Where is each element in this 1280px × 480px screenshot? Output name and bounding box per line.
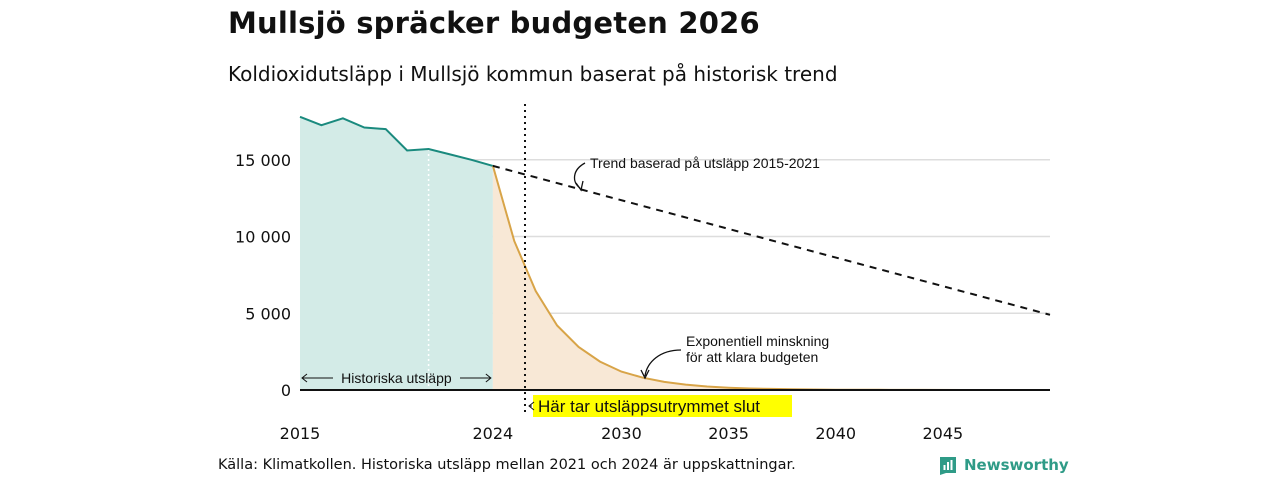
y-tick-label: 15 000 — [235, 151, 291, 170]
emissions-chart: 0 5 000 10 000 15 000 2015 2024 2030 2035 2040 20… — [235, 104, 1051, 443]
exp-annotation-line1: Exponentiell minskning — [686, 333, 829, 349]
budget-end-highlight — [533, 395, 792, 417]
hist-arrowhead-right — [485, 373, 492, 383]
trend-annotation: Trend baserad på utsläpp 2015-2021 — [590, 155, 820, 171]
budget-area — [492, 165, 1050, 390]
y-tick-label: 5 000 — [245, 304, 291, 323]
budget-end-label: Här tar utsläppsutrymmet slut — [538, 397, 760, 416]
historical-area — [300, 116, 493, 391]
newsworthy-logo: Newsworthy — [938, 455, 1069, 475]
x-tick-label: 2040 — [815, 424, 856, 443]
x-tick-label: 2045 — [922, 424, 963, 443]
trend-annotation-arrowhead — [575, 180, 584, 192]
historical-line — [299, 115, 494, 167]
y-tick-label: 10 000 — [235, 228, 291, 247]
hist-annotation: Historiska utsläpp — [341, 370, 452, 386]
axis-layer: 0 5 000 10 000 15 000 2015 2024 2030 2035 2040 20… — [235, 104, 1050, 443]
x-tick-label: 2035 — [708, 424, 749, 443]
hist-arrowhead-left — [301, 373, 308, 383]
source-note: Källa: Klimatkollen. Historiska utsläpp … — [218, 457, 796, 473]
brand-name: Newsworthy — [964, 456, 1069, 474]
chart-subtitle: Koldioxidutsläpp i Mullsjö kommun basera… — [228, 62, 838, 86]
budget-end-arrowhead — [528, 401, 535, 411]
exp-annotation-arrowhead — [640, 369, 650, 380]
trend-annotation-arrow — [573, 162, 586, 189]
annotation-layer: Trend baserad på utsläpp 2015-2021 Expone… — [301, 155, 829, 417]
trend-line — [492, 164, 1051, 316]
y-tick-label: 0 — [281, 381, 291, 400]
area-layer — [300, 116, 1050, 391]
chart-title: Mullsjö spräcker budgeten 2026 — [228, 6, 760, 40]
exp-annotation-line2: för att klara budgeten — [686, 349, 818, 365]
x-tick-label: 2024 — [472, 424, 513, 443]
x-tick-label: 2030 — [601, 424, 642, 443]
exp-annotation-arrow — [644, 349, 682, 377]
newsworthy-icon — [940, 457, 956, 475]
x-tick-label: 2015 — [280, 424, 321, 443]
